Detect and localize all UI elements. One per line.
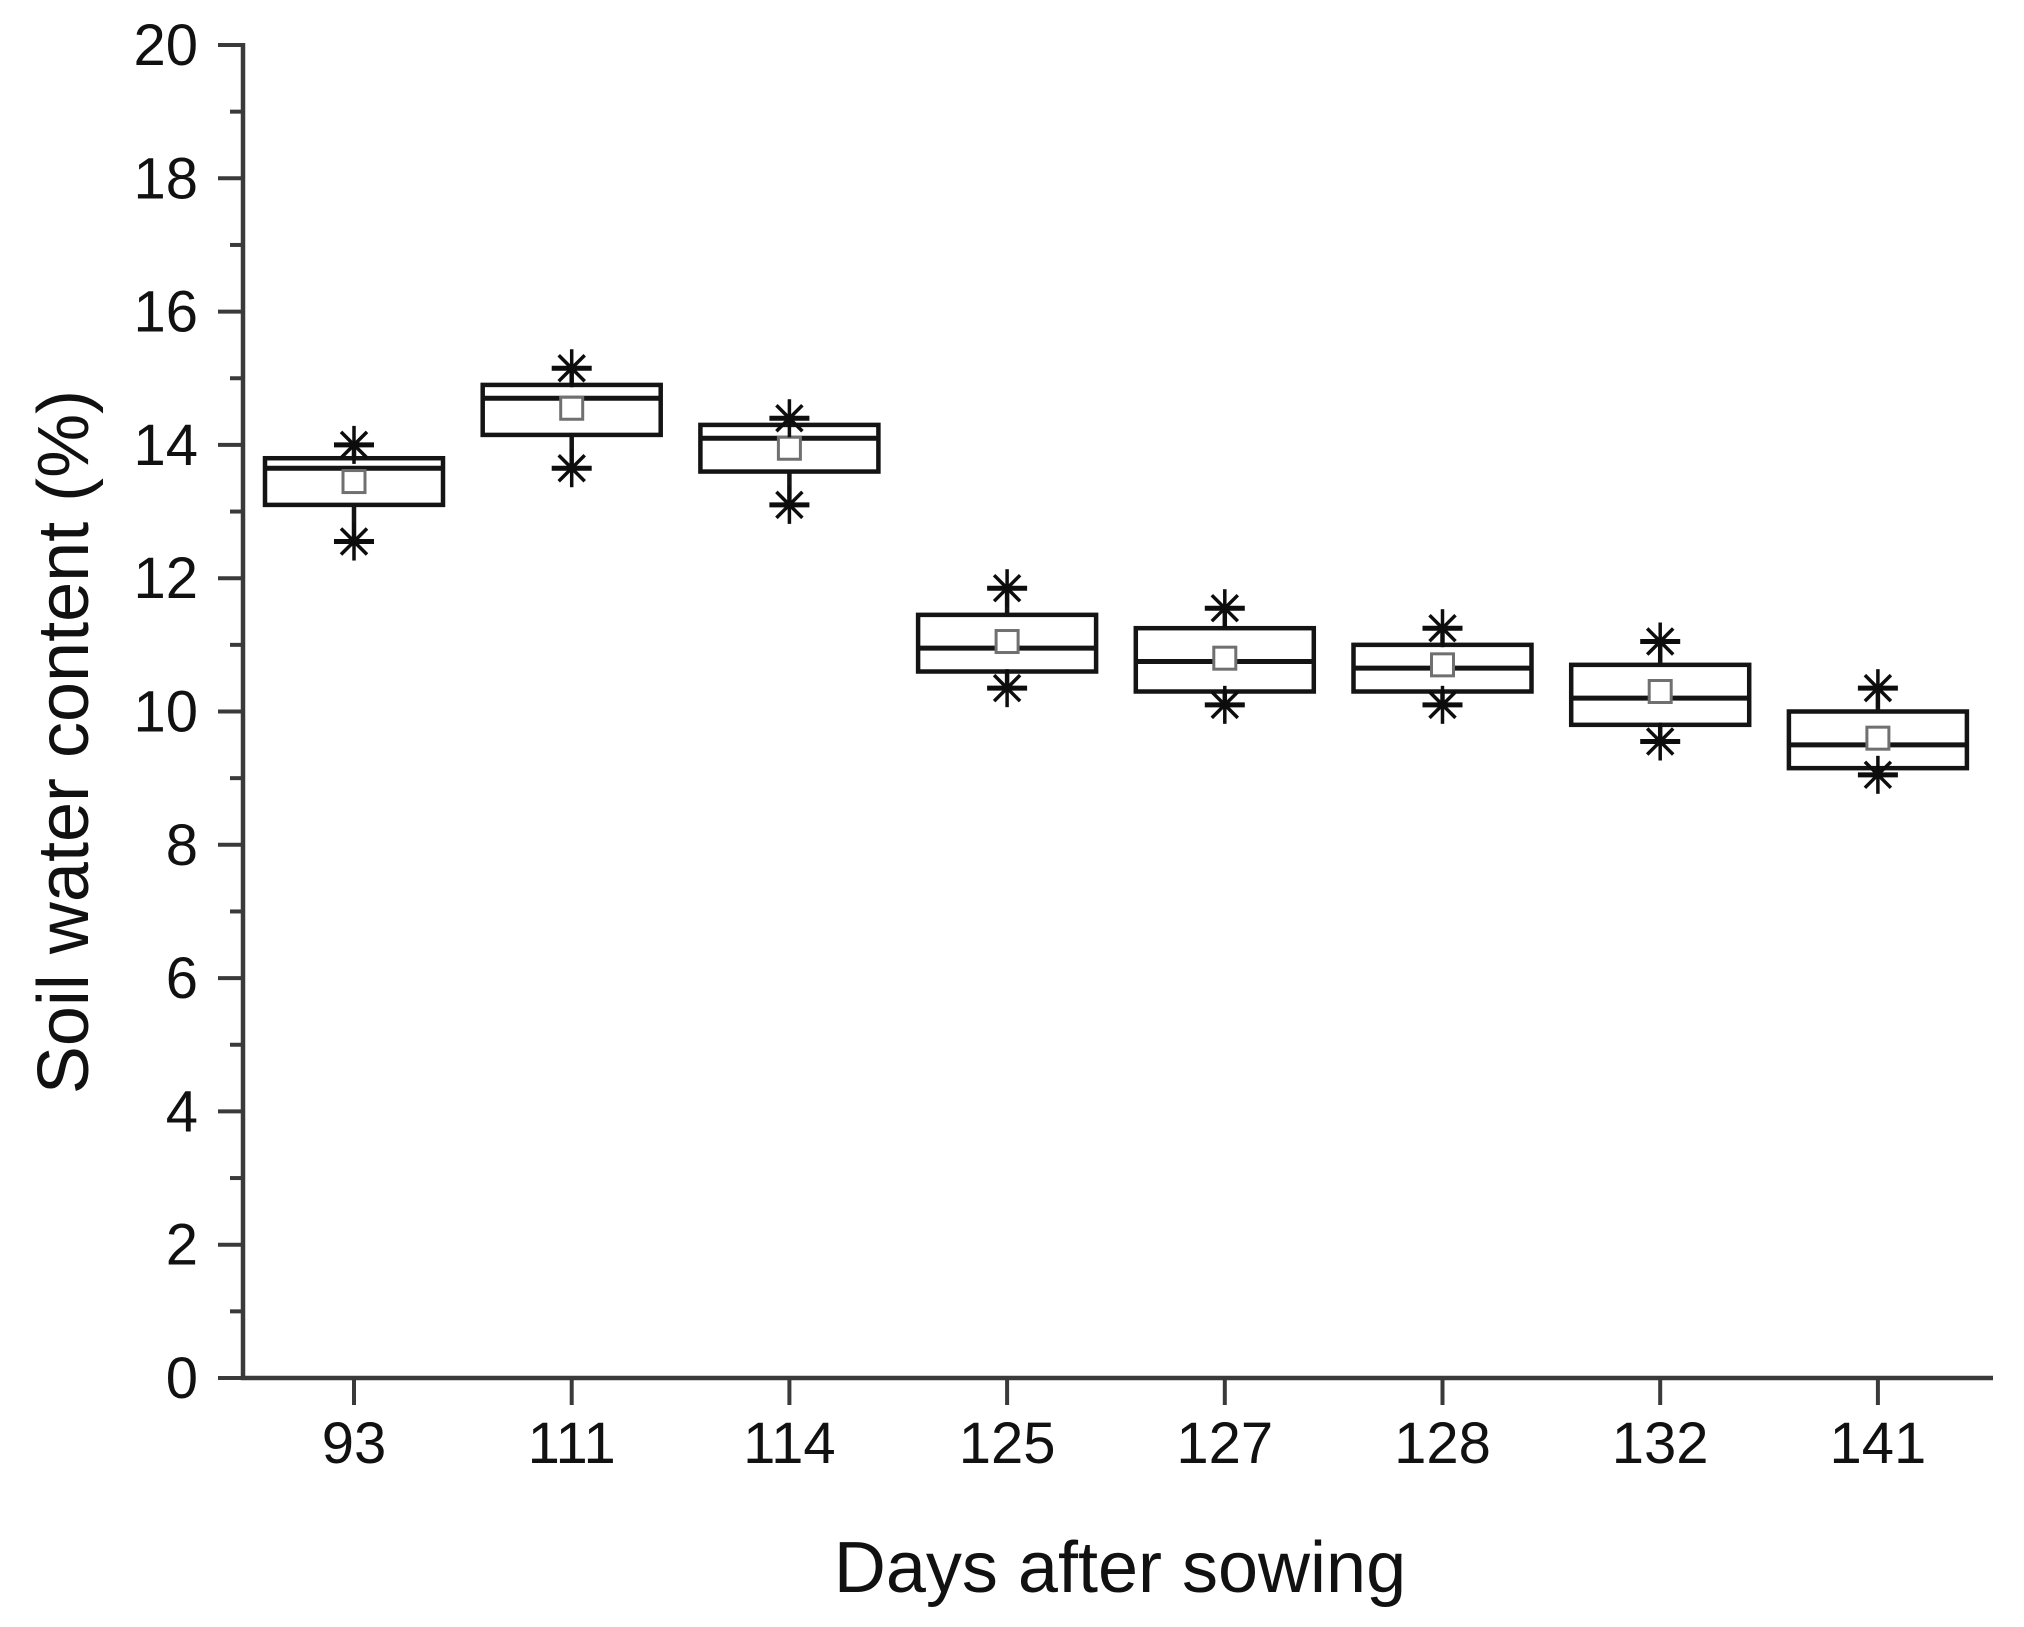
box-group-128 xyxy=(1351,609,1534,724)
y-tick-label: 12 xyxy=(133,546,198,611)
mean-square-marker xyxy=(341,469,367,495)
box-group-141 xyxy=(1786,669,1970,794)
y-tick-label: 16 xyxy=(133,280,198,345)
y-tick-label: 4 xyxy=(166,1079,198,1144)
y-tick-label: 6 xyxy=(166,946,198,1011)
asterisk-icon xyxy=(1863,760,1893,790)
y-tick-label: 20 xyxy=(133,13,198,78)
asterisk-icon xyxy=(1645,727,1675,756)
asterisk-icon xyxy=(1210,690,1240,720)
mean-square-marker xyxy=(1212,645,1238,671)
x-axis-title: Days after sowing xyxy=(833,1528,1407,1608)
box-group-127 xyxy=(1133,589,1317,724)
asterisk-icon xyxy=(1210,593,1240,623)
box-group-111 xyxy=(480,349,663,488)
mean-square-marker xyxy=(559,395,585,421)
x-tick-label: 127 xyxy=(1176,1411,1273,1476)
asterisk-icon xyxy=(1428,690,1457,720)
asterisk-icon xyxy=(1863,673,1893,703)
mean-square-marker xyxy=(776,435,802,461)
x-tick-label: 125 xyxy=(959,1411,1056,1476)
asterisk-icon xyxy=(339,527,369,556)
x-tick-label: 132 xyxy=(1612,1411,1709,1476)
asterisk-icon xyxy=(339,430,369,460)
mean-square-marker xyxy=(1647,679,1673,705)
box-group-114 xyxy=(698,399,881,524)
x-tick-label: 111 xyxy=(528,1411,616,1476)
asterisk-icon xyxy=(992,573,1022,603)
x-tick-label: 93 xyxy=(322,1411,387,1476)
asterisk-icon xyxy=(775,490,804,520)
mean-square-marker xyxy=(1865,725,1891,751)
asterisk-icon xyxy=(1645,627,1675,656)
asterisk-icon xyxy=(557,453,586,483)
asterisk-icon xyxy=(775,404,804,433)
y-tick-label: 8 xyxy=(166,813,198,878)
mean-square-marker xyxy=(994,629,1020,655)
y-axis-title: Soil water content (%) xyxy=(24,389,104,1095)
y-tick-label: 14 xyxy=(133,413,198,478)
y-tick-label: 10 xyxy=(133,680,198,745)
asterisk-icon xyxy=(557,354,586,383)
y-tick-label: 2 xyxy=(166,1213,198,1278)
asterisk-icon xyxy=(992,673,1022,703)
x-tick-label: 114 xyxy=(743,1411,835,1476)
x-tick-label: 141 xyxy=(1830,1411,1927,1476)
x-tick-label: 128 xyxy=(1394,1411,1491,1476)
asterisk-icon xyxy=(1428,613,1457,643)
box-group-132 xyxy=(1568,622,1752,761)
mean-square-marker xyxy=(1430,652,1455,678)
y-tick-label: 18 xyxy=(133,146,198,211)
box-group-125 xyxy=(915,569,1099,708)
y-tick-label: 0 xyxy=(166,1346,198,1411)
box-group-93 xyxy=(262,425,446,561)
